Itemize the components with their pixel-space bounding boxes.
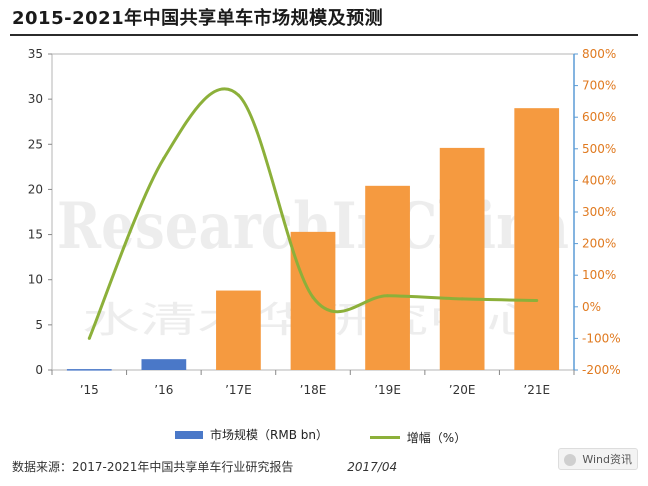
line-layer: [87, 87, 539, 340]
y-right-tick-label: 0%: [582, 300, 601, 314]
x-tick-label: ’18E: [300, 383, 327, 397]
y-right-tick-label: -100%: [582, 331, 621, 345]
legend-item-growth: 增幅（%）: [369, 429, 467, 446]
growth-point-4: [386, 294, 390, 298]
x-tick-label: ’15: [80, 383, 99, 397]
growth-point-6: [535, 298, 539, 302]
bar-2: [216, 290, 261, 370]
title-area: 2015-2021年中国共享单车市场规模及预测: [0, 0, 648, 40]
chart-title: 2015-2021年中国共享单车市场规模及预测: [12, 8, 384, 29]
y-right-tick-label: 500%: [582, 142, 616, 156]
source-text: 数据来源：2017-2021年中国共享单车行业研究报告: [12, 460, 294, 474]
x-tick-label: ’16: [154, 383, 173, 397]
bar-6: [514, 108, 560, 371]
legend-label-growth: 增幅（%）: [406, 430, 467, 445]
y-right-tick-label: -200%: [582, 363, 621, 377]
bar-4: [365, 185, 410, 370]
growth-point-2: [236, 93, 240, 97]
x-tick-label: ’20E: [449, 383, 476, 397]
source-date: 2017/04: [347, 460, 398, 474]
y-right-tick-label: 400%: [582, 173, 616, 187]
y-right-tick-label: 600%: [582, 110, 616, 124]
y-left-tick-label: 0: [35, 363, 43, 377]
y-left-tick-label: 20: [28, 182, 43, 196]
bar-5: [439, 147, 485, 370]
growth-point-5: [460, 297, 464, 301]
growth-point-0: [87, 336, 91, 340]
x-tick-label: ’21E: [523, 383, 550, 397]
y-right-tick-label: 100%: [582, 268, 616, 282]
title-underline: [10, 34, 638, 36]
bars-layer: [66, 108, 560, 371]
y-left-tick-label: 10: [28, 273, 43, 287]
bar-3: [290, 231, 336, 370]
combo-chart: ResearchInChina水清木华研究中心 05101520253035-2…: [28, 47, 621, 397]
wind-badge: Wind资讯: [557, 448, 638, 470]
growth-point-3: [311, 295, 315, 299]
axes-layer: 0 5 10 15 20 25 30 35 -200% -100% 0% 100% 200% 300% 40…: [28, 47, 621, 397]
legend-item-market-size: 市场规模（RMB bn）: [175, 426, 328, 443]
wind-badge-text: Wind资讯: [582, 453, 632, 466]
y-right-tick-label: 200%: [582, 237, 616, 251]
legend-label-market-size: 市场规模（RMB bn）: [210, 428, 328, 442]
legend-swatch-bar: [175, 430, 203, 439]
x-tick-label: ’19E: [374, 383, 401, 397]
bar-0: [66, 369, 112, 371]
y-right-tick-label: 800%: [582, 47, 616, 61]
legend: 市场规模（RMB bn） 增幅（%）: [175, 426, 504, 446]
y-left-tick-label: 5: [35, 318, 43, 332]
legend-swatch-line: [369, 435, 400, 439]
footer: 数据来源：2017-2021年中国共享单车行业研究报告 2017/04: [12, 458, 397, 475]
y-right-tick-label: 700%: [582, 79, 616, 93]
y-left-tick-label: 15: [28, 228, 43, 242]
y-left-tick-label: 30: [28, 92, 43, 106]
bar-1: [141, 359, 187, 370]
y-left-tick-label: 35: [28, 47, 43, 61]
wechat-icon: [563, 454, 576, 466]
y-right-tick-label: 300%: [582, 205, 616, 219]
y-left-tick-label: 25: [28, 137, 43, 151]
growth-line: [87, 87, 537, 339]
x-tick-label: ’17E: [225, 383, 252, 397]
growth-point-1: [162, 156, 166, 160]
